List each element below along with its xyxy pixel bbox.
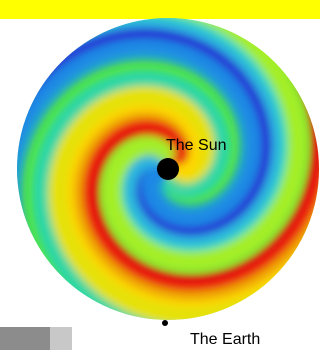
sun: [157, 158, 179, 180]
page: The Sun The Earth (() => { const data = …: [0, 0, 320, 350]
sun-label: The Sun: [166, 137, 226, 154]
scene: The Sun The Earth: [0, 0, 320, 350]
earth: [162, 320, 168, 326]
corner-image-edge: [50, 327, 72, 350]
top-bar: [0, 0, 320, 19]
earth-label: The Earth: [190, 331, 260, 348]
